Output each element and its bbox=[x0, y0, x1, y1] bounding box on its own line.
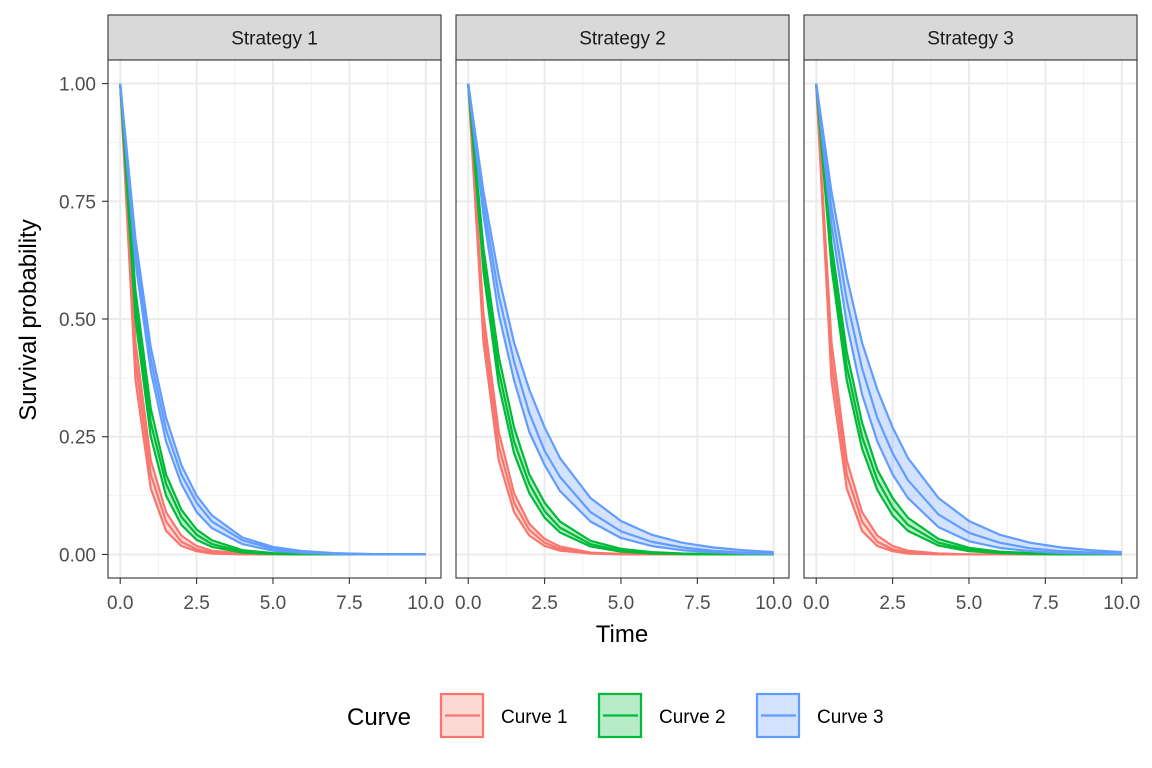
legend-item-curve-1: Curve 1 bbox=[439, 692, 568, 739]
series-curve-3 bbox=[119, 83, 426, 556]
line-upper-curve-3 bbox=[119, 83, 426, 556]
y-tick-label: 0.75 bbox=[59, 192, 96, 213]
line-lower-curve-3 bbox=[815, 83, 1122, 556]
strip-label: Strategy 2 bbox=[579, 29, 666, 50]
legend-label: Curve 3 bbox=[817, 707, 884, 728]
x-tick-label: 7.5 bbox=[684, 593, 710, 614]
gridlines bbox=[456, 60, 789, 578]
panel-border bbox=[803, 59, 1138, 579]
legend-item-curve-2: Curve 2 bbox=[597, 692, 726, 739]
legend-label: Curve 1 bbox=[501, 707, 568, 728]
x-tick-label: 5.0 bbox=[260, 593, 286, 614]
ribbon-curve-3 bbox=[816, 83, 1122, 554]
x-tick-label: 5.0 bbox=[956, 593, 982, 614]
line-upper-curve-3 bbox=[467, 83, 774, 554]
x-tick-label: 10.0 bbox=[755, 593, 792, 614]
ribbon-curve-3 bbox=[468, 83, 774, 554]
strip-label: Strategy 1 bbox=[231, 29, 318, 50]
x-tick-label: 2.5 bbox=[879, 593, 905, 614]
x-tick-label: 0.0 bbox=[107, 593, 133, 614]
y-tick-label: 1.00 bbox=[59, 75, 96, 96]
panel-2: Strategy 2 0.0 2.5 5.0 7.5 10.0 bbox=[455, 14, 792, 614]
x-tick-label: 2.5 bbox=[531, 593, 557, 614]
line-upper-curve-2 bbox=[467, 83, 774, 556]
facet-panels: Strategy 1 0.0 2.5 5.0 7.5 10.0 0.00 0.25 0.50 0.… bbox=[59, 14, 1140, 614]
x-tick-label: 10.0 bbox=[407, 593, 444, 614]
x-axis-title: Time bbox=[596, 621, 648, 648]
x-tick-label: 7.5 bbox=[1032, 593, 1058, 614]
strip-background bbox=[107, 14, 442, 61]
x-tick-label: 5.0 bbox=[608, 593, 634, 614]
legend-title: Curve bbox=[347, 704, 411, 731]
x-tick-label: 10.0 bbox=[1103, 593, 1140, 614]
series-curve-3 bbox=[467, 83, 774, 556]
line-upper-curve-3 bbox=[815, 83, 1122, 554]
gridlines bbox=[108, 60, 441, 578]
y-tick-label: 0.00 bbox=[59, 545, 96, 566]
line-lower-curve-3 bbox=[467, 83, 774, 556]
gridlines bbox=[804, 60, 1137, 578]
x-tick-label: 7.5 bbox=[336, 593, 362, 614]
panel-border bbox=[455, 59, 790, 579]
line-mid-curve-3 bbox=[815, 83, 1122, 555]
panel-1: Strategy 1 0.0 2.5 5.0 7.5 10.0 0.00 0.25 0.50 0.… bbox=[59, 14, 444, 614]
y-tick-label: 0.25 bbox=[59, 428, 96, 449]
legend: Curve Curve 1 Curve 2 Curve 3 bbox=[347, 692, 884, 739]
strip-label: Strategy 3 bbox=[927, 29, 1014, 50]
legend-item-curve-3: Curve 3 bbox=[755, 692, 884, 739]
strip-background bbox=[803, 14, 1138, 61]
legend-label: Curve 2 bbox=[659, 707, 726, 728]
series-curve-2 bbox=[467, 83, 774, 556]
y-axis-title: Survival probability bbox=[15, 219, 42, 420]
line-mid-curve-3 bbox=[467, 83, 774, 555]
x-tick-label: 0.0 bbox=[455, 593, 481, 614]
x-tick-label: 0.0 bbox=[803, 593, 829, 614]
y-tick-label: 0.50 bbox=[59, 310, 96, 331]
series-curve-3 bbox=[815, 83, 1122, 556]
x-tick-label: 2.5 bbox=[183, 593, 209, 614]
strip-background bbox=[455, 14, 790, 61]
panel-3: Strategy 3 0.0 2.5 5.0 7.5 10.0 bbox=[803, 14, 1140, 614]
